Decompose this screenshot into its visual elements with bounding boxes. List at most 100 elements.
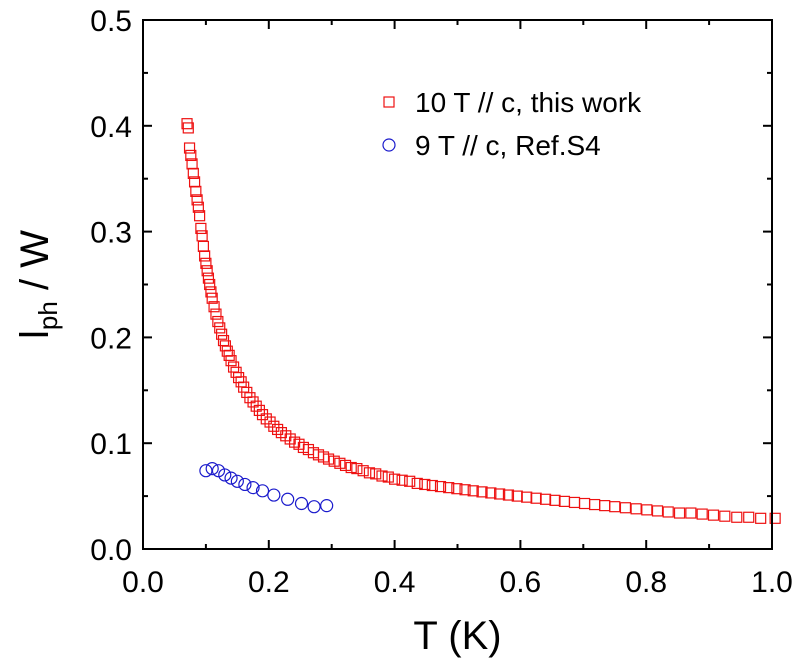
series-layer — [181, 118, 781, 524]
y-tick-label: 0.3 — [90, 217, 132, 250]
data-point-square — [363, 467, 376, 479]
data-point-square — [599, 500, 611, 512]
data-point-circle — [246, 481, 260, 495]
data-point-square — [731, 511, 743, 523]
y-axis-title-subscript: ph — [33, 301, 63, 330]
y-tick-label: 0.1 — [90, 428, 132, 461]
x-tick-label: 0.4 — [374, 566, 416, 599]
data-point-square — [382, 471, 394, 483]
y-tick-label: 0.0 — [90, 534, 132, 567]
data-point-square — [199, 250, 211, 262]
data-point-square — [467, 485, 479, 497]
data-point-circle — [199, 464, 213, 478]
data-point-square — [521, 491, 533, 503]
data-point-circle — [218, 468, 232, 482]
data-point-square — [389, 473, 401, 485]
data-point-square — [396, 474, 408, 486]
data-point-square — [328, 455, 340, 467]
data-point-square — [769, 512, 781, 524]
data-point-square — [244, 392, 256, 404]
data-point-circle — [255, 484, 270, 498]
data-point-square — [194, 210, 206, 222]
data-point-square — [351, 462, 363, 475]
y-axis-title-rest: / W — [13, 230, 57, 301]
data-point-square — [558, 495, 571, 507]
data-point-square — [195, 222, 207, 235]
data-point-circle — [320, 499, 334, 513]
data-point-square — [476, 486, 488, 498]
data-point-square — [494, 488, 506, 500]
data-point-square — [185, 149, 197, 162]
data-point-square — [662, 506, 674, 518]
data-point-square — [334, 457, 346, 469]
ticks-layer — [142, 19, 773, 550]
data-point-square — [190, 185, 202, 197]
data-point-square — [183, 142, 196, 154]
data-point-square — [630, 503, 642, 515]
data-point-square — [539, 493, 552, 505]
data-point-square — [250, 400, 262, 412]
data-point-square — [685, 507, 697, 519]
data-point-square — [268, 420, 280, 432]
data-point-square — [216, 328, 228, 340]
x-tick-label: 0.2 — [248, 566, 290, 599]
data-point-circle — [294, 496, 309, 511]
data-point-square — [322, 453, 335, 465]
data-point-square — [191, 194, 203, 206]
data-point-circle — [307, 500, 321, 514]
data-point-square — [619, 502, 632, 514]
x-tick-label: 0.6 — [500, 566, 542, 599]
data-point-square — [204, 278, 216, 291]
data-point-square — [345, 461, 357, 474]
data-point-circle — [238, 477, 252, 492]
data-point-square — [651, 505, 664, 517]
data-point-square — [411, 477, 423, 490]
legend-marker-circle — [382, 138, 396, 152]
data-point-circle — [281, 492, 295, 506]
data-point-square — [205, 286, 217, 298]
y-axis-title: lph / W — [13, 230, 63, 339]
data-point-square — [419, 478, 431, 491]
data-point-square — [202, 272, 215, 284]
data-point-square — [459, 484, 471, 496]
data-point-square — [182, 122, 194, 134]
legend-label-ref-s4: 9 T // c, Ref.S4 — [415, 130, 601, 161]
data-point-square — [434, 480, 447, 493]
data-point-square — [357, 465, 369, 477]
data-point-square — [641, 504, 653, 516]
data-point-square — [247, 396, 259, 408]
tick-labels: 0.0 0.2 0.4 0.6 0.8 1.0 0.0 0.1 0.2 0.3 0.4 0.5 — [90, 5, 793, 599]
data-point-square — [200, 257, 212, 269]
data-point-square — [208, 301, 220, 313]
data-point-square — [589, 498, 601, 511]
data-point-square — [264, 416, 276, 428]
data-point-square — [272, 423, 284, 436]
data-point-circle — [205, 461, 219, 476]
data-point-square — [549, 494, 561, 506]
x-tick-label: 0.8 — [625, 566, 667, 599]
data-point-square — [755, 512, 767, 524]
data-point-circle — [230, 474, 244, 488]
y-tick-label: 0.5 — [90, 5, 132, 38]
data-point-square — [743, 511, 755, 523]
data-point-square — [225, 355, 237, 367]
data-point-square — [404, 475, 416, 487]
data-point-square — [181, 118, 193, 130]
data-point-square — [609, 501, 621, 513]
data-point-square — [719, 510, 731, 522]
data-point-square — [376, 470, 388, 482]
y-axis-title-main: l — [13, 330, 57, 339]
data-point-square — [426, 479, 438, 492]
data-point-square — [707, 509, 720, 521]
y-tick-label: 0.4 — [90, 111, 132, 144]
data-point-square — [210, 308, 222, 320]
x-tick-label: 0.0 — [122, 566, 164, 599]
data-point-square — [443, 482, 455, 494]
data-point-square — [187, 167, 199, 180]
data-point-square — [578, 497, 591, 510]
data-point-square — [260, 413, 272, 425]
data-point-square — [568, 496, 581, 509]
x-tick-label: 1.0 — [751, 566, 793, 599]
data-point-square — [197, 240, 209, 253]
